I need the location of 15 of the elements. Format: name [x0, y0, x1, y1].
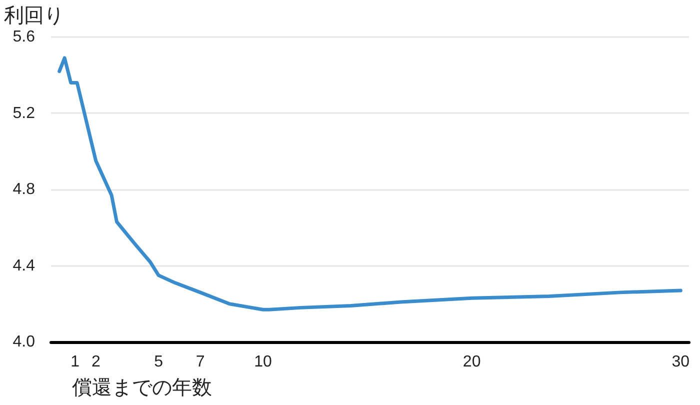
y-tick-label: 4.8 — [12, 181, 36, 198]
x-tick-label: 1 — [70, 354, 80, 370]
x-tick-label: 5 — [154, 354, 164, 370]
x-tick-label: 10 — [254, 354, 272, 370]
y-tick-label: 5.2 — [12, 104, 36, 122]
x-tick-label: 2 — [91, 354, 100, 370]
y-tick-label: 5.6 — [12, 28, 36, 46]
y-tick-label: 4.0 — [12, 334, 36, 350]
x-tick-label: 30 — [672, 354, 690, 370]
x-axis-title: 償還までの年数 — [72, 377, 212, 399]
y-axis-title: 利回り — [4, 5, 64, 27]
x-tick-label: 7 — [196, 354, 205, 370]
y-tick-label: 4.4 — [12, 257, 36, 274]
line-series — [58, 56, 682, 312]
x-tick-label: 20 — [462, 354, 481, 370]
